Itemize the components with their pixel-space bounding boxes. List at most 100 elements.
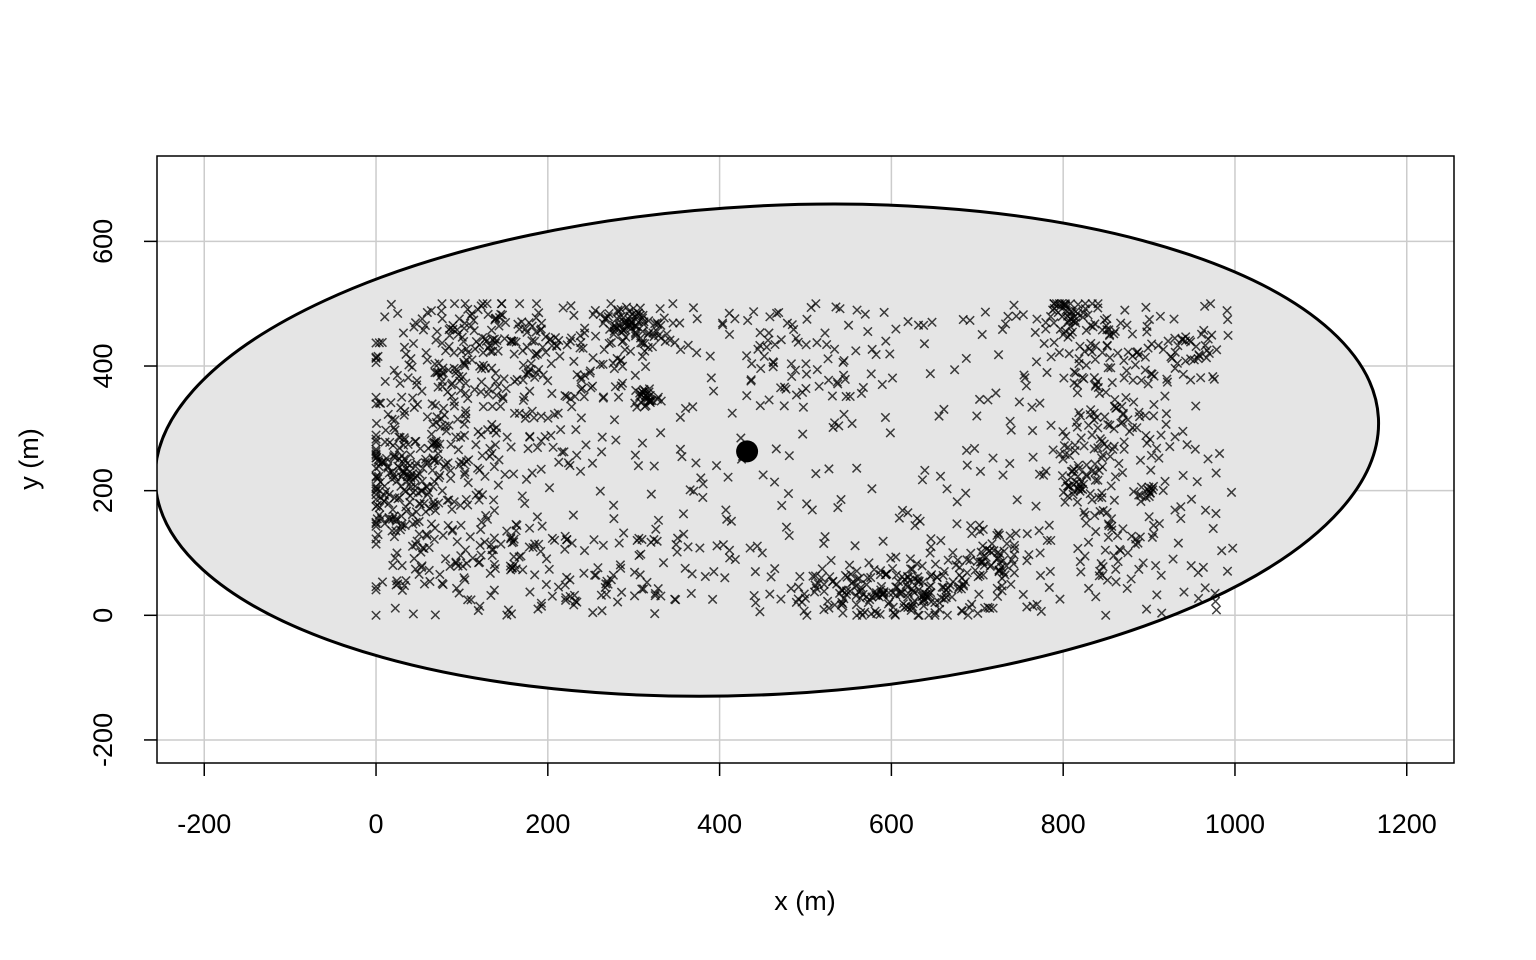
data-point xyxy=(467,308,477,319)
data-point xyxy=(845,391,855,402)
data-point xyxy=(540,431,550,442)
data-point xyxy=(997,586,1007,596)
center-point xyxy=(736,440,759,463)
data-point xyxy=(615,563,626,574)
data-point xyxy=(821,339,832,350)
data-point xyxy=(439,410,450,420)
data-point xyxy=(474,361,485,371)
x-tick-label: 800 xyxy=(1041,809,1086,839)
data-point xyxy=(758,470,768,480)
data-point xyxy=(783,488,794,499)
data-point xyxy=(1160,476,1170,487)
data-point xyxy=(858,382,869,393)
data-point xyxy=(475,601,485,612)
data-point xyxy=(913,610,923,621)
data-point xyxy=(1019,370,1029,380)
data-point xyxy=(1091,592,1101,602)
data-point xyxy=(880,412,891,423)
data-point xyxy=(1127,329,1138,339)
data-point xyxy=(1059,373,1069,383)
data-point xyxy=(830,600,840,610)
data-point xyxy=(1186,560,1196,571)
data-point xyxy=(843,320,854,330)
data-point xyxy=(1173,340,1183,351)
data-point xyxy=(786,371,797,382)
data-point xyxy=(801,383,811,394)
data-point xyxy=(596,447,607,457)
data-point xyxy=(518,360,529,370)
data-point xyxy=(505,534,516,544)
data-point xyxy=(371,352,381,362)
data-point xyxy=(1210,596,1221,607)
data-point xyxy=(1222,314,1233,325)
data-point xyxy=(478,360,489,371)
data-point xyxy=(443,495,454,505)
data-point xyxy=(1132,423,1142,433)
data-point xyxy=(974,589,984,600)
data-point xyxy=(1200,505,1211,515)
data-point xyxy=(476,517,487,527)
data-point xyxy=(399,580,410,591)
data-point xyxy=(724,553,735,563)
data-point xyxy=(903,508,913,518)
data-point xyxy=(637,351,648,362)
data-point xyxy=(601,579,611,589)
data-point xyxy=(388,451,399,462)
data-point xyxy=(486,590,496,601)
data-point xyxy=(480,471,490,482)
data-point xyxy=(1196,329,1207,340)
data-point xyxy=(414,569,424,580)
data-point xyxy=(459,359,470,369)
data-point xyxy=(458,336,469,347)
data-point xyxy=(782,318,793,328)
data-point xyxy=(1109,441,1120,452)
data-point xyxy=(1201,353,1212,363)
data-point xyxy=(429,534,440,545)
data-point xyxy=(1107,521,1117,532)
data-point xyxy=(1042,367,1052,378)
data-point xyxy=(1095,434,1106,444)
data-point xyxy=(1049,303,1060,314)
data-point xyxy=(1176,513,1186,524)
data-point xyxy=(1136,496,1146,507)
x-tick-label: 1000 xyxy=(1205,809,1265,839)
data-point xyxy=(1054,347,1065,358)
data-point xyxy=(945,580,955,590)
data-point xyxy=(992,530,1002,541)
data-point xyxy=(686,588,697,599)
data-point xyxy=(812,337,822,348)
data-point xyxy=(649,534,659,545)
data-point xyxy=(769,477,780,487)
data-point xyxy=(445,323,456,333)
data-point xyxy=(1136,482,1147,492)
data-point xyxy=(609,415,620,425)
data-point xyxy=(920,465,930,476)
data-point xyxy=(1136,375,1147,386)
data-point xyxy=(1173,538,1184,548)
y-tick-label: 0 xyxy=(88,608,118,623)
data-point xyxy=(808,571,818,581)
data-point xyxy=(1064,349,1074,359)
data-point xyxy=(687,402,698,412)
data-point xyxy=(1102,340,1113,351)
data-point xyxy=(529,570,540,580)
data-point xyxy=(1070,315,1080,326)
x-tick-label: 1200 xyxy=(1377,809,1437,839)
data-point xyxy=(462,393,473,404)
data-point xyxy=(1142,327,1152,337)
data-point xyxy=(561,534,572,545)
data-point xyxy=(826,555,836,566)
data-point xyxy=(839,409,849,420)
data-point xyxy=(786,359,797,369)
data-point xyxy=(1077,484,1088,495)
data-point xyxy=(742,315,753,326)
data-point xyxy=(1211,345,1222,355)
data-point xyxy=(749,590,759,601)
data-point xyxy=(500,469,510,480)
data-point xyxy=(1058,454,1068,464)
data-point xyxy=(597,606,607,616)
data-point xyxy=(1103,532,1114,543)
data-point xyxy=(870,606,880,616)
data-point xyxy=(1008,559,1019,569)
data-point xyxy=(1072,380,1082,390)
